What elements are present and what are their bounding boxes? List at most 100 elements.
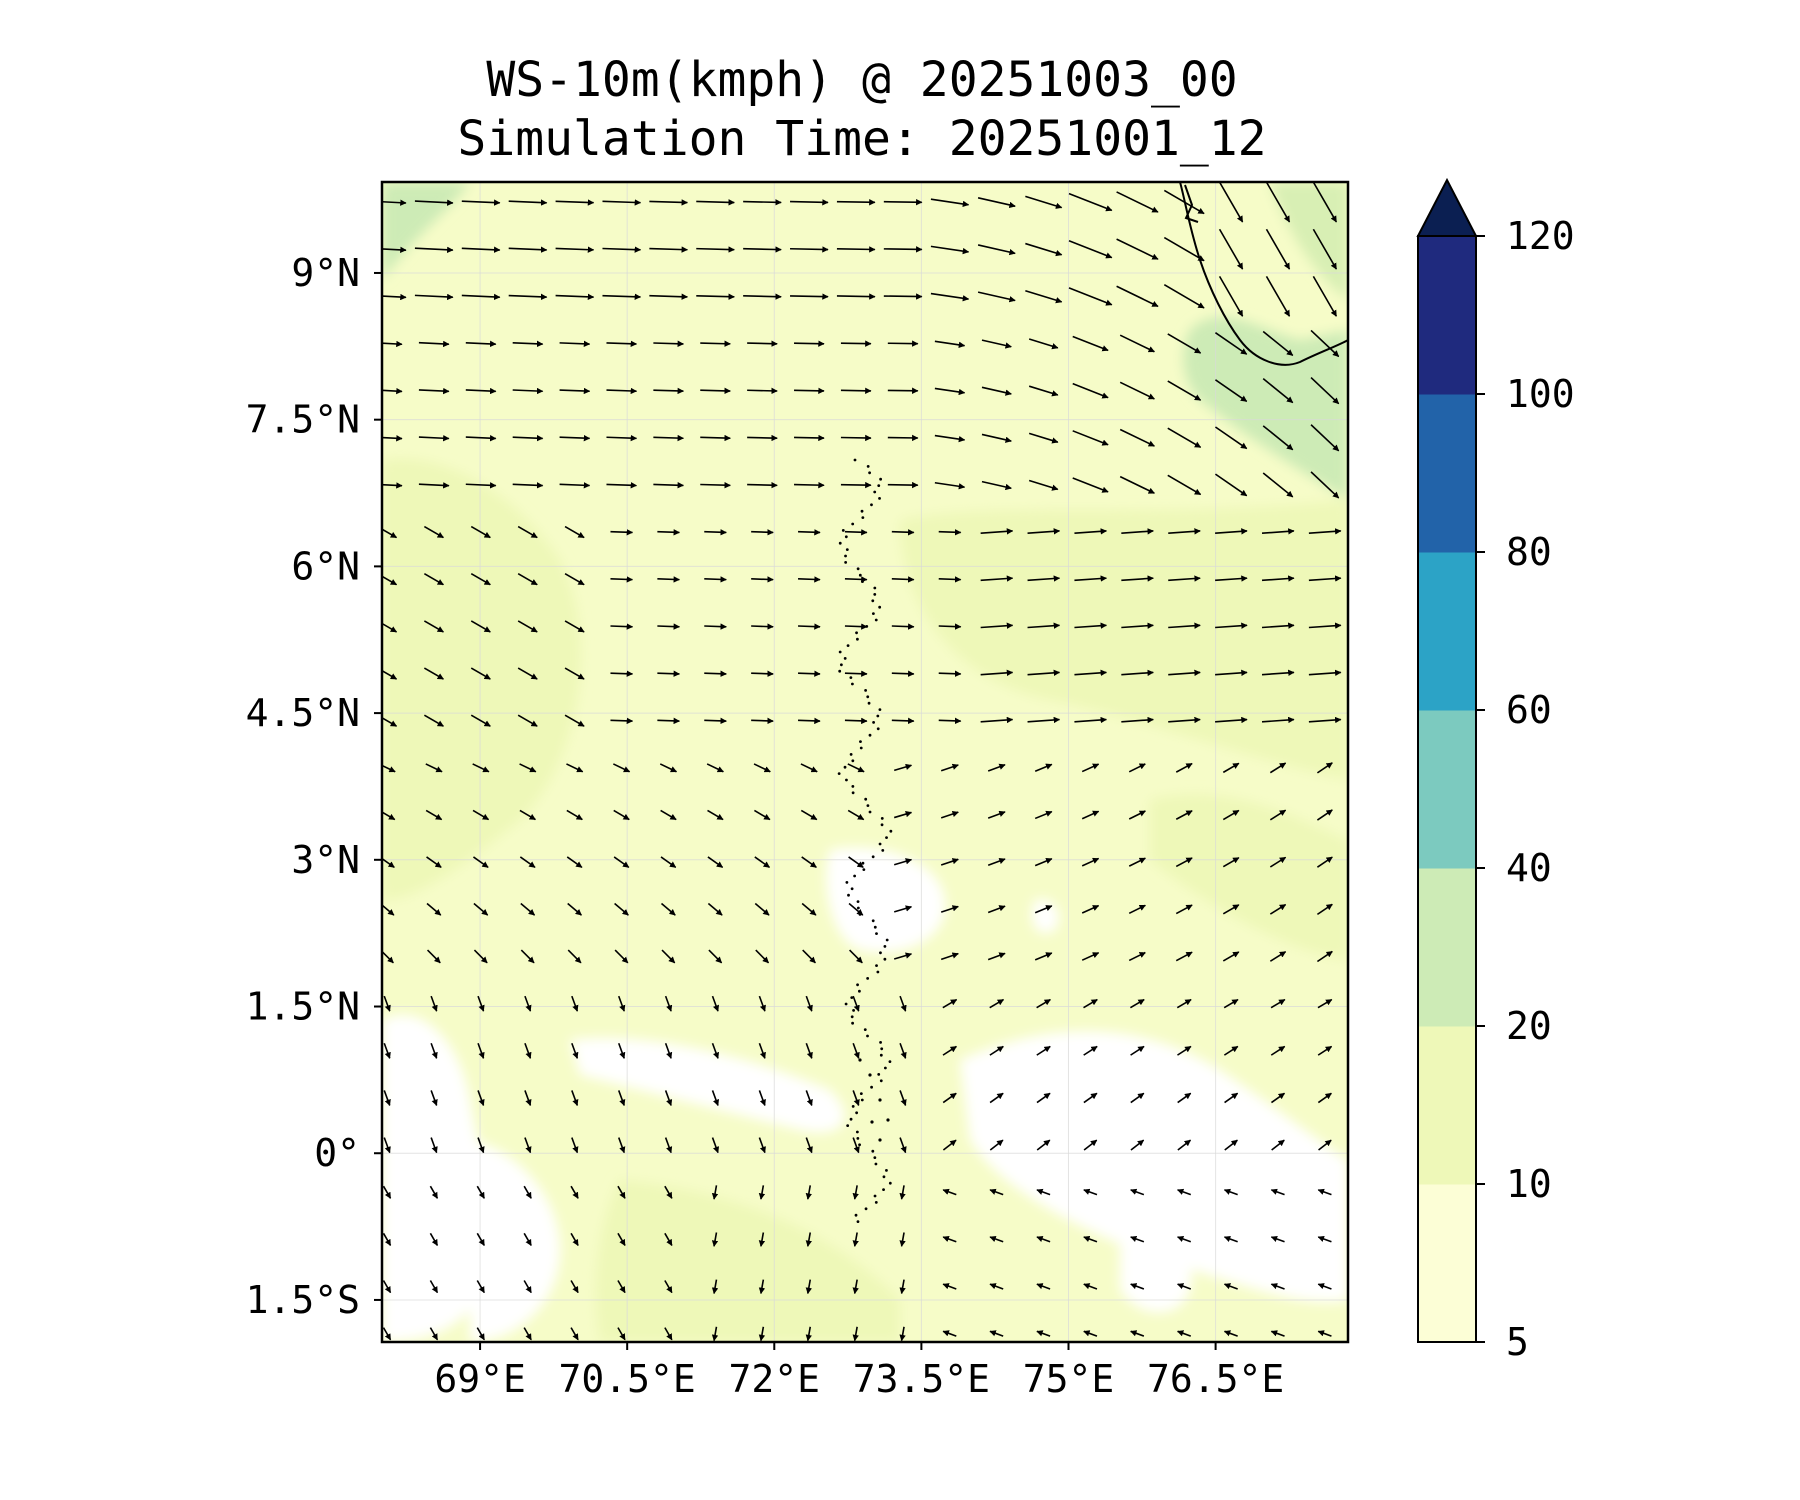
wind-arrow bbox=[1130, 1139, 1145, 1151]
wind-arrow bbox=[1214, 473, 1248, 497]
wind-arrow bbox=[1025, 242, 1063, 257]
wind-arrow bbox=[1215, 716, 1248, 724]
colorbar-tick-label: 100 bbox=[1506, 372, 1575, 416]
wind-arrow bbox=[758, 1326, 766, 1342]
lat-tick-label: 9°N bbox=[291, 251, 360, 295]
wind-arrow bbox=[700, 434, 731, 442]
wind-arrow bbox=[790, 199, 829, 206]
wind-arrow bbox=[1167, 380, 1202, 401]
wind-arrow bbox=[1128, 857, 1146, 867]
wind-arrow bbox=[1081, 810, 1100, 820]
atoll-dot bbox=[873, 925, 877, 929]
wind-arrow bbox=[555, 293, 595, 301]
wind-arrow bbox=[891, 717, 915, 725]
wind-arrow bbox=[1081, 763, 1100, 773]
wind-arrow bbox=[883, 293, 923, 300]
wind-arrow bbox=[470, 714, 491, 727]
wind-arrow bbox=[711, 995, 720, 1012]
wind-arrow bbox=[1270, 998, 1286, 1009]
wind-arrow bbox=[418, 340, 450, 348]
wind-arrow bbox=[1316, 856, 1333, 868]
atoll-dot bbox=[879, 1079, 883, 1083]
wind-arrow bbox=[852, 1137, 860, 1154]
atoll-dot bbox=[871, 919, 875, 923]
wind-arrow bbox=[1271, 1139, 1285, 1151]
wind-arrow bbox=[707, 856, 724, 869]
wind-arrow bbox=[1121, 575, 1154, 582]
atoll-dot bbox=[838, 669, 842, 673]
atoll-dot bbox=[851, 759, 855, 763]
wind-arrow bbox=[382, 1232, 392, 1247]
wind-arrow bbox=[1310, 376, 1340, 405]
wind-arrow bbox=[477, 1137, 485, 1154]
wind-arrow bbox=[836, 199, 876, 206]
atoll-dot bbox=[871, 855, 875, 859]
wind-arrow bbox=[1116, 238, 1159, 260]
wind-arrow bbox=[977, 197, 1016, 209]
atoll-dot bbox=[860, 509, 864, 513]
wind-arrow bbox=[987, 763, 1006, 772]
atoll-dot bbox=[880, 823, 884, 827]
wind-arrow bbox=[798, 576, 821, 583]
wind-arrow bbox=[414, 293, 454, 301]
wind-arrow bbox=[800, 763, 818, 773]
atoll-dot bbox=[846, 644, 850, 647]
atoll-dot bbox=[878, 497, 881, 500]
wind-arrow bbox=[613, 809, 630, 821]
wind-arrow bbox=[564, 714, 585, 727]
atoll-dot bbox=[845, 778, 848, 782]
wind-arrow bbox=[414, 246, 454, 253]
lon-tick-label: 72°E bbox=[729, 1357, 821, 1401]
wind-arrow bbox=[711, 1185, 719, 1200]
atoll-dot bbox=[837, 772, 841, 775]
wind-arrow bbox=[707, 809, 724, 821]
atoll-dot bbox=[859, 740, 862, 743]
wind-arrow bbox=[382, 575, 398, 586]
wind-arrow bbox=[891, 670, 915, 677]
wind-arrow bbox=[1223, 1330, 1238, 1337]
wind-arrow bbox=[758, 1137, 766, 1154]
lat-tick-label: 7.5°N bbox=[246, 398, 360, 442]
wind-arrow bbox=[476, 1185, 485, 1199]
wind-arrow bbox=[711, 1326, 719, 1342]
wind-arrow bbox=[383, 995, 391, 1012]
atoll-dot bbox=[861, 516, 865, 519]
wind-arrow bbox=[805, 1232, 812, 1247]
wind-arrow bbox=[1270, 1283, 1285, 1290]
wind-arrow bbox=[653, 340, 684, 347]
colorbar-band bbox=[1418, 394, 1476, 553]
atoll-dot bbox=[876, 727, 880, 731]
atoll-dot bbox=[860, 1098, 864, 1102]
wind-arrow bbox=[942, 1283, 957, 1290]
wind-vectors bbox=[382, 182, 1342, 1342]
wind-arrow bbox=[747, 340, 778, 347]
wind-arrow bbox=[940, 905, 959, 913]
wind-arrow bbox=[1218, 275, 1244, 317]
wind-arrow bbox=[891, 529, 915, 536]
wind-arrow bbox=[1261, 575, 1295, 582]
wind-arrow bbox=[1177, 1188, 1192, 1196]
wind-arrow bbox=[938, 717, 962, 725]
wind-arrow bbox=[617, 1137, 626, 1154]
wind-arrow bbox=[1222, 762, 1240, 774]
lon-tick-label: 75°E bbox=[1023, 1357, 1115, 1401]
atoll-dot bbox=[877, 484, 881, 487]
atoll-dot bbox=[846, 1124, 850, 1127]
atoll-dot bbox=[865, 625, 869, 628]
wind-arrow bbox=[383, 1090, 391, 1107]
atoll-dot bbox=[876, 970, 880, 974]
lon-tick-label: 70.5°E bbox=[559, 1357, 696, 1401]
wind-arrow bbox=[1116, 285, 1159, 308]
atoll-dot bbox=[856, 906, 860, 910]
colorbar-band bbox=[1418, 1026, 1476, 1185]
wind-arrow bbox=[1312, 275, 1338, 317]
wind-arrow bbox=[508, 246, 548, 253]
wind-arrow bbox=[657, 529, 680, 536]
wind-arrow bbox=[1121, 716, 1154, 724]
wind-arrow bbox=[1072, 430, 1109, 446]
wind-arrow bbox=[617, 1090, 626, 1107]
wind-arrow bbox=[798, 623, 821, 630]
atoll-dot bbox=[883, 957, 887, 961]
wind-arrow bbox=[1316, 903, 1333, 916]
wind-arrow bbox=[1167, 474, 1202, 496]
